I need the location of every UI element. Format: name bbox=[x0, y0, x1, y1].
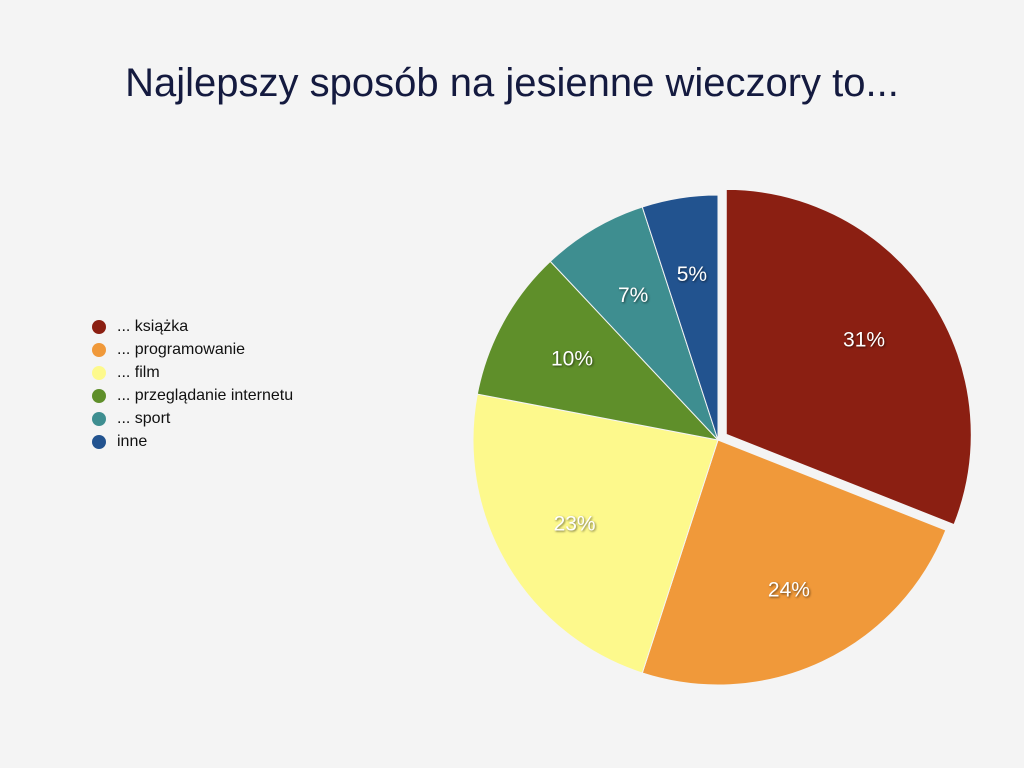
legend-swatch bbox=[92, 320, 106, 334]
pie-slice bbox=[641, 194, 719, 441]
slice-label: 10% bbox=[551, 347, 593, 370]
pie-slice bbox=[725, 188, 972, 526]
legend-swatch bbox=[92, 412, 106, 426]
slice-label: 23% bbox=[554, 512, 596, 535]
pie-slice bbox=[549, 206, 719, 441]
legend-label: ... programowanie bbox=[117, 341, 245, 358]
slice-label: 31% bbox=[843, 328, 885, 351]
legend-swatch bbox=[92, 389, 106, 403]
pie-slice bbox=[472, 393, 719, 674]
slice-label: 5% bbox=[677, 263, 707, 286]
legend-label: inne bbox=[117, 433, 147, 450]
slice-label: 24% bbox=[768, 578, 810, 601]
legend-swatch bbox=[92, 366, 106, 380]
legend-label: ... sport bbox=[117, 410, 171, 427]
legend-swatch bbox=[92, 343, 106, 357]
pie-slice bbox=[476, 260, 720, 441]
legend-swatch bbox=[92, 435, 106, 449]
legend-label: ... film bbox=[117, 364, 160, 381]
chart-title: Najlepszy sposób na jesienne wieczory to… bbox=[125, 61, 899, 105]
legend-label: ... przeglądanie internetu bbox=[117, 387, 293, 404]
slice-label: 7% bbox=[618, 284, 648, 307]
pie-slice bbox=[641, 439, 947, 686]
legend-label: ... książka bbox=[117, 318, 188, 335]
